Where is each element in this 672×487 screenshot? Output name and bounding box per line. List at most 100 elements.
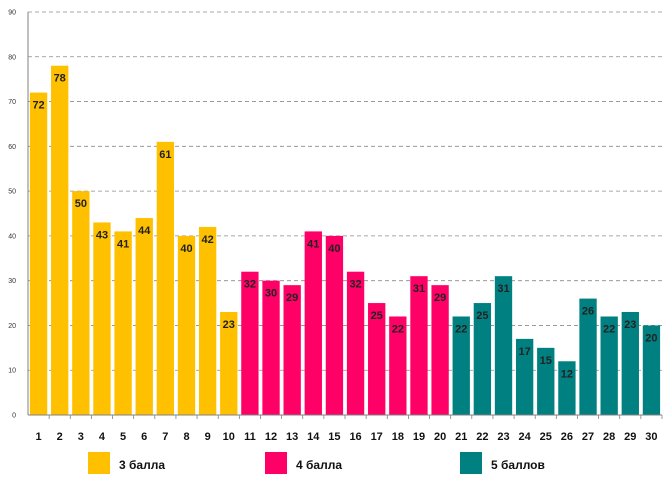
data-label: 31	[413, 283, 425, 295]
x-tick-label: 15	[328, 431, 340, 443]
bar	[262, 280, 280, 415]
x-tick-label: 3	[78, 431, 84, 443]
data-label: 78	[54, 73, 66, 85]
data-label: 32	[349, 279, 361, 291]
y-tick-label: 50	[8, 189, 16, 196]
bar	[431, 285, 449, 415]
data-label: 29	[434, 292, 446, 304]
data-label: 50	[75, 198, 87, 210]
data-label: 31	[497, 283, 509, 295]
x-tick-label: 11	[244, 431, 256, 443]
x-tick-label: 14	[307, 431, 320, 443]
data-label: 25	[371, 310, 383, 322]
y-tick-label: 10	[8, 368, 16, 375]
x-tick-label: 12	[265, 431, 277, 443]
x-tick-label: 7	[162, 431, 168, 443]
data-label: 22	[603, 323, 615, 335]
legend-swatch	[460, 452, 482, 474]
data-label: 26	[582, 306, 594, 318]
legend-label: 5 баллов	[491, 458, 545, 472]
bar	[72, 191, 90, 415]
legend-swatch	[265, 452, 287, 474]
bar	[283, 285, 301, 415]
x-tick-label: 21	[455, 431, 467, 443]
data-label: 22	[455, 323, 467, 335]
data-label: 43	[96, 229, 108, 241]
data-label: 40	[180, 243, 192, 255]
y-tick-label: 70	[8, 99, 16, 106]
y-tick-label: 60	[8, 144, 16, 151]
x-tick-label: 29	[624, 431, 636, 443]
bar	[93, 222, 111, 415]
bar	[51, 65, 69, 415]
x-tick-label: 13	[286, 431, 298, 443]
x-tick-label: 9	[205, 431, 211, 443]
data-label: 44	[138, 225, 151, 237]
data-label: 61	[159, 149, 171, 161]
y-tick-label: 40	[8, 233, 16, 240]
bar	[325, 235, 344, 415]
x-tick-label: 25	[540, 431, 552, 443]
x-tick-label: 30	[645, 431, 657, 443]
x-tick-label: 18	[392, 431, 404, 443]
bars	[29, 65, 661, 415]
x-tick-label: 5	[120, 431, 126, 443]
y-tick-label: 30	[8, 278, 16, 285]
data-label: 23	[223, 319, 235, 331]
x-tick-label: 16	[349, 431, 361, 443]
x-tick-label: 8	[183, 431, 189, 443]
y-tick-label: 20	[8, 323, 16, 330]
axes	[27, 12, 662, 416]
x-tick-label: 4	[99, 431, 106, 443]
bar	[346, 271, 365, 415]
x-tick-label: 26	[561, 431, 573, 443]
bar	[114, 231, 132, 415]
bar	[515, 338, 534, 415]
x-tick-label: 6	[141, 431, 147, 443]
bar	[29, 92, 48, 415]
data-label: 42	[202, 234, 214, 246]
bar	[156, 141, 175, 415]
x-tick-label: 2	[57, 431, 63, 443]
bar	[410, 276, 428, 415]
data-label: 20	[645, 332, 657, 344]
x-tick-label: 19	[413, 431, 425, 443]
grid-lines	[28, 11, 662, 371]
data-label: 22	[392, 323, 404, 335]
bar	[558, 361, 576, 415]
data-label: 41	[307, 238, 319, 250]
x-axis-ticks: 1 2 3 4 5 6 7 8 9 10 11 12 13 14 15 16 17 18 19 20 21 22 23 24 2…	[36, 415, 663, 443]
legend-label: 3 балла	[119, 458, 165, 472]
y-tick-label: 80	[8, 54, 16, 61]
data-label: 72	[32, 100, 44, 112]
bar	[368, 303, 386, 415]
bar	[494, 276, 513, 415]
x-tick-label: 22	[476, 431, 488, 443]
data-label: 23	[624, 319, 636, 331]
x-tick-label: 1	[36, 431, 42, 443]
bar	[198, 226, 217, 415]
data-labels: 72 78 50 43 41 44 61 40 42 23 32 30 29 41 40 32 25 22 31 29…	[32, 73, 657, 381]
data-label: 40	[328, 243, 340, 255]
legend-label: 4 балла	[296, 458, 342, 472]
x-tick-label: 20	[434, 431, 446, 443]
bar	[537, 347, 555, 415]
data-label: 41	[117, 238, 129, 250]
data-label: 32	[244, 279, 256, 291]
legend: 3 балла 4 балла 5 баллов	[88, 452, 545, 474]
x-tick-label: 23	[497, 431, 509, 443]
x-tick-label: 28	[603, 431, 615, 443]
bar	[621, 312, 639, 415]
x-tick-label: 17	[371, 431, 383, 443]
bar	[642, 325, 661, 415]
bar	[579, 298, 597, 415]
bar	[304, 231, 322, 415]
bar	[473, 303, 492, 415]
bar	[452, 316, 470, 415]
x-tick-label: 27	[582, 431, 594, 443]
bar	[177, 235, 196, 415]
data-label: 12	[561, 368, 573, 380]
y-axis-ticks: 0 10 20 30 40 50 60 70 80 90	[8, 10, 16, 420]
data-label: 29	[286, 292, 298, 304]
